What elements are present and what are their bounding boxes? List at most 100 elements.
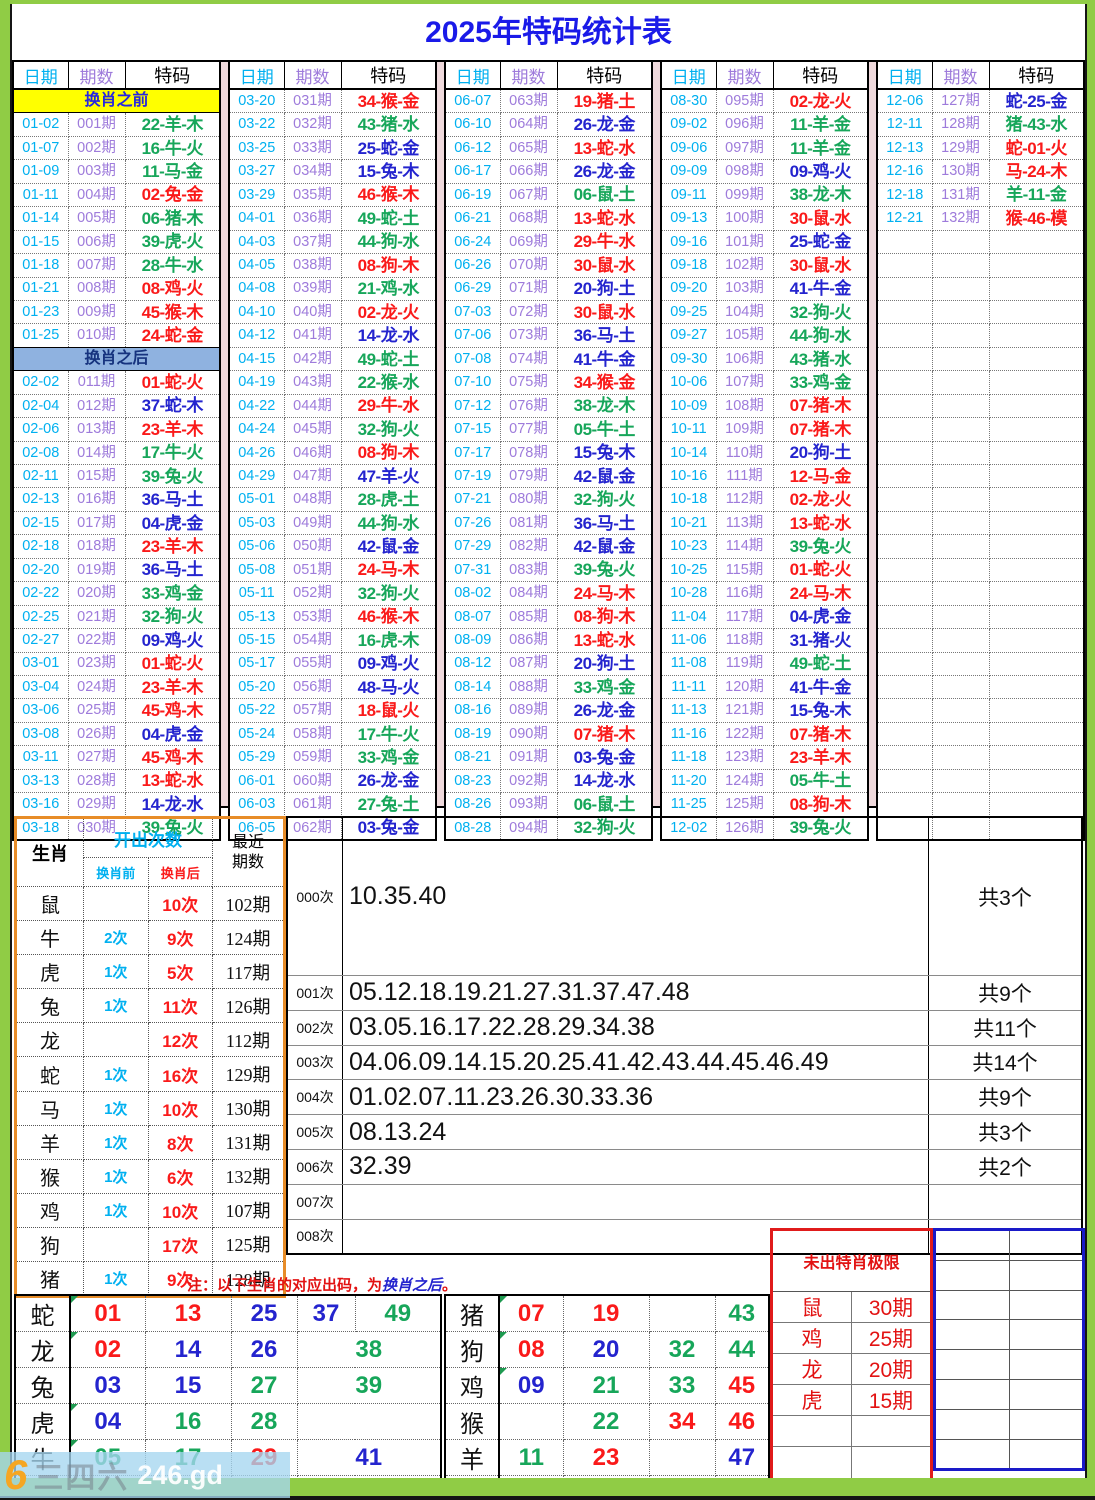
zodiac-grid-row: 马12243648	[444, 1475, 770, 1478]
table-row: 07-03 072期 30-鼠-水	[444, 299, 653, 325]
code-cell: 26-龙-金	[556, 698, 653, 723]
count-tally: 共14个	[928, 1044, 1083, 1081]
stats-before-cell	[83, 885, 149, 922]
date-cell	[876, 346, 933, 372]
code-cell: 17-牛-火	[340, 721, 437, 747]
table-row	[876, 534, 1085, 559]
count-numbers	[342, 1183, 929, 1220]
zodiac-stats-table: 生肖 开出次数 最近 期数 换肖前 换肖后鼠 10次 102期牛 2次 9次 124期虎 1次 5次 11…	[14, 816, 286, 1299]
unreleased-zodiac-limit-box: 未出特肖极限鼠 30期鸡 25期龙 20期虎 15期	[770, 1228, 933, 1478]
period-cell: 100期	[715, 206, 774, 231]
zodiac-number-cell: 07	[498, 1294, 564, 1332]
period-cell: 067期	[499, 182, 558, 208]
count-label: 004次	[286, 1079, 343, 1116]
table-row	[876, 253, 1085, 278]
code-cell: 12-马-金	[772, 463, 869, 489]
code-cell: 44-狗-水	[772, 323, 869, 348]
limit-periods-cell: 15期	[851, 1384, 932, 1417]
table-row: 01-21 008期 08-鸡-火	[12, 276, 221, 301]
zodiac-number-cell: 15	[144, 1367, 232, 1404]
table-row: 09-18 102期 30-鼠-水	[660, 253, 869, 278]
table-row	[876, 581, 1085, 606]
period-cell: 022期	[67, 628, 126, 653]
code-cell: 15-兔-木	[556, 440, 653, 466]
period-cell	[931, 463, 990, 489]
period-cell: 044期	[283, 393, 342, 419]
zodiac-grid-row: 猴 22 34 46	[444, 1403, 770, 1440]
date-cell	[876, 628, 933, 653]
frequency-table: 000次 10.35.40 共3个 001次 05.12.18.19.21.27.31.…	[286, 816, 1083, 1256]
date-cell: 10-21	[660, 510, 717, 536]
date-cell: 11-06	[660, 628, 717, 653]
code-cell	[988, 534, 1085, 559]
period-cell: 028期	[67, 768, 126, 794]
table-row: 10-21 113期 13-蛇-水	[660, 510, 869, 536]
period-header: 期数	[67, 60, 126, 90]
period-cell	[931, 440, 990, 466]
date-cell: 10-16	[660, 463, 717, 489]
date-cell: 12-06	[876, 88, 933, 114]
blue-box-row	[934, 1378, 1084, 1410]
date-cell: 05-17	[228, 651, 285, 676]
period-cell: 064期	[499, 112, 558, 137]
table-row: 01-02 001期 22-羊-木	[12, 112, 221, 137]
zodiac-label: 龙	[14, 1331, 71, 1368]
table-row	[876, 510, 1085, 536]
date-cell: 05-11	[228, 581, 285, 606]
table-row: 06-29 071期 20-狗-土	[444, 276, 653, 301]
table-row: 06-01 060期 26-龙-金	[228, 768, 437, 794]
date-cell: 12-16	[876, 159, 933, 184]
limit-zodiac-cell	[771, 1415, 852, 1448]
code-cell: 29-牛-水	[556, 229, 653, 255]
zodiac-number-cell	[648, 1439, 716, 1476]
stats-row: 鼠 10次 102期	[15, 885, 285, 922]
table-row: 04-15 042期 49-蛇-土	[228, 346, 437, 372]
code-cell: 20-狗-土	[556, 651, 653, 676]
date-cell: 03-01	[12, 651, 69, 676]
table-row: 01-15 006期 39-虎-火	[12, 229, 221, 255]
table-row: 03-04 024期 23-羊-木	[12, 674, 221, 700]
date-cell	[876, 229, 933, 255]
code-cell	[988, 628, 1085, 653]
table-row: 02-02 011期 01-蛇-火	[12, 370, 221, 395]
period-cell: 024期	[67, 674, 126, 700]
period-cell: 119期	[715, 651, 774, 676]
table-row: 02-08 014期 17-牛-火	[12, 440, 221, 466]
period-cell	[931, 299, 990, 325]
code-cell: 45-鸡-木	[124, 745, 221, 770]
date-cell: 01-21	[12, 276, 69, 301]
period-cell: 057期	[283, 698, 342, 723]
table-row: 05-11 052期 32-狗-火	[228, 581, 437, 606]
stats-recent-cell: 132期	[212, 1158, 285, 1194]
code-cell	[988, 792, 1085, 817]
note-prefix: 注：以下生肖的对应出码，为	[186, 1277, 382, 1294]
date-cell	[876, 604, 933, 630]
date-header: 日期	[660, 60, 717, 90]
date-cell: 09-09	[660, 159, 717, 184]
table-row: 01-18 007期 28-牛-水	[12, 253, 221, 278]
code-cell: 49-蛇-土	[772, 651, 869, 676]
period-cell: 101期	[715, 229, 774, 255]
stats-before-cell: 1次	[83, 1261, 149, 1298]
period-cell	[931, 651, 990, 676]
zodiac-label: 鸡	[444, 1367, 500, 1404]
table-row: 09-09 098期 09-鸡-火	[660, 159, 869, 184]
date-cell: 06-24	[444, 229, 501, 255]
sheet: 2025年特码统计表 日期 期数 特码 换肖之前 01-02 001期 22-羊-木 01-0…	[10, 4, 1087, 1478]
count-tally: 共9个	[928, 975, 1083, 1011]
period-cell: 059期	[283, 745, 342, 770]
table-row: 09-16 101期 25-蛇-金	[660, 229, 869, 255]
period-cell: 045期	[283, 417, 342, 442]
date-cell	[876, 534, 933, 559]
code-cell: 30-鼠-水	[556, 299, 653, 325]
zodiac-number-cell: 33	[648, 1367, 716, 1404]
period-cell: 091期	[499, 745, 558, 770]
date-cell: 07-26	[444, 510, 501, 536]
table-row: 11-08 119期 49-蛇-土	[660, 651, 869, 676]
table-row: 08-12 087期 20-狗-土	[444, 651, 653, 676]
date-cell: 03-22	[228, 112, 285, 137]
table-row: 06-21 068期 13-蛇-水	[444, 206, 653, 231]
group-separator	[869, 60, 876, 808]
date-cell: 11-18	[660, 745, 717, 770]
